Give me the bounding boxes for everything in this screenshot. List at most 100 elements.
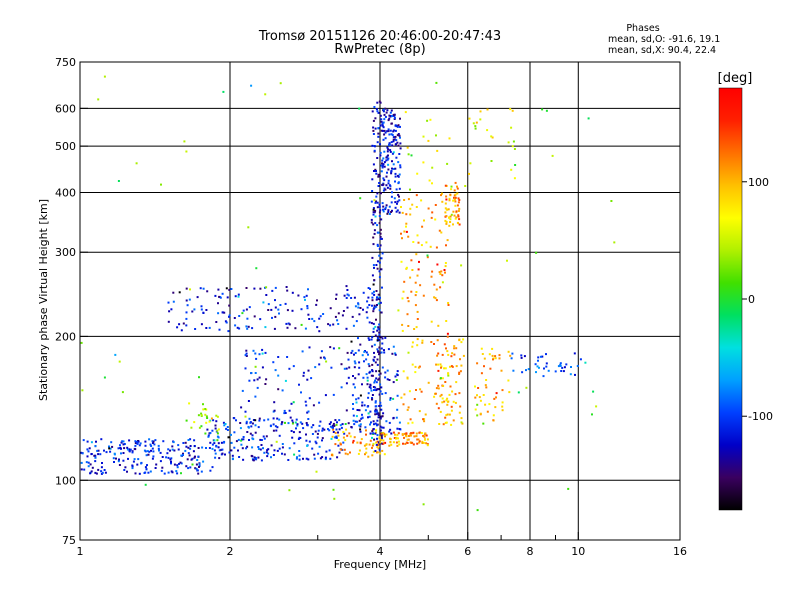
echo-point bbox=[383, 351, 386, 354]
echo-point bbox=[372, 327, 375, 330]
echo-point bbox=[367, 416, 369, 419]
y-tick-label: 500 bbox=[55, 140, 76, 153]
echo-point bbox=[382, 163, 385, 166]
echo-point bbox=[261, 352, 264, 355]
echo-point bbox=[395, 437, 397, 440]
echo-point bbox=[386, 109, 389, 112]
echo-point bbox=[186, 458, 189, 461]
echo-point bbox=[301, 350, 304, 353]
echo-point bbox=[447, 353, 450, 356]
echo-point bbox=[371, 374, 374, 377]
echo-point bbox=[126, 448, 129, 451]
echo-point bbox=[193, 456, 196, 459]
echo-point bbox=[407, 325, 410, 327]
echo-point bbox=[150, 449, 152, 452]
echo-point bbox=[407, 235, 410, 238]
echo-point bbox=[370, 338, 373, 341]
echo-point bbox=[475, 121, 478, 124]
echo-point bbox=[278, 418, 281, 421]
echo-point bbox=[151, 457, 154, 460]
echo-point bbox=[495, 392, 498, 395]
echo-point bbox=[476, 414, 479, 417]
echo-point bbox=[373, 381, 376, 384]
echo-point bbox=[180, 329, 183, 332]
echo-point bbox=[237, 295, 240, 298]
echo-point bbox=[378, 405, 381, 407]
echo-point bbox=[416, 172, 419, 175]
echo-point bbox=[330, 454, 333, 456]
echo-point bbox=[221, 452, 224, 455]
echo-point bbox=[250, 454, 253, 457]
echo-point bbox=[591, 413, 593, 416]
echo-point bbox=[253, 379, 256, 382]
echo-point bbox=[345, 297, 348, 299]
echo-point bbox=[241, 389, 244, 392]
echo-point bbox=[388, 379, 391, 381]
echo-point bbox=[403, 436, 405, 439]
echo-point bbox=[379, 417, 382, 420]
echo-point bbox=[294, 421, 297, 424]
echo-point bbox=[152, 450, 155, 453]
echo-point bbox=[509, 108, 512, 111]
echo-point bbox=[447, 304, 450, 306]
echo-point bbox=[378, 276, 381, 279]
echo-point bbox=[367, 412, 370, 415]
echo-point bbox=[337, 312, 340, 315]
echo-point bbox=[394, 135, 397, 138]
echo-point bbox=[352, 375, 354, 377]
echo-point bbox=[373, 351, 375, 354]
echo-point bbox=[428, 179, 431, 182]
echo-point bbox=[335, 435, 338, 438]
echo-point bbox=[391, 144, 394, 147]
echo-point bbox=[119, 444, 121, 447]
echo-point bbox=[394, 138, 397, 141]
echo-point bbox=[220, 448, 223, 451]
echo-points bbox=[80, 75, 616, 512]
echo-point bbox=[291, 419, 294, 422]
echo-point bbox=[365, 373, 368, 376]
echo-point bbox=[377, 441, 380, 444]
echo-point bbox=[189, 288, 191, 291]
echo-point bbox=[456, 192, 459, 195]
echo-point bbox=[161, 466, 164, 469]
echo-point bbox=[384, 376, 387, 379]
echo-point bbox=[263, 451, 266, 454]
echo-point bbox=[372, 420, 375, 423]
echo-point bbox=[108, 447, 111, 450]
echo-point bbox=[446, 403, 449, 406]
echo-point bbox=[483, 365, 485, 368]
echo-point bbox=[430, 216, 433, 219]
echo-point bbox=[376, 206, 379, 209]
echo-point bbox=[395, 416, 398, 419]
echo-point bbox=[195, 463, 198, 466]
echo-point bbox=[509, 354, 512, 357]
echo-point bbox=[236, 326, 239, 329]
echo-point bbox=[272, 429, 275, 432]
echo-point bbox=[385, 175, 388, 178]
echo-point bbox=[431, 182, 433, 185]
echo-point bbox=[377, 127, 380, 130]
echo-point bbox=[376, 243, 379, 246]
echo-point bbox=[305, 422, 308, 424]
echo-point bbox=[403, 199, 406, 201]
echo-point bbox=[99, 453, 102, 456]
echo-point bbox=[321, 456, 324, 459]
y-tick-label: 200 bbox=[55, 330, 76, 343]
echo-point bbox=[353, 366, 356, 369]
echo-point bbox=[380, 118, 383, 121]
echo-point bbox=[226, 426, 229, 428]
echo-point bbox=[407, 438, 410, 441]
echo-point bbox=[382, 110, 385, 113]
echo-point bbox=[256, 378, 259, 381]
echo-point bbox=[194, 328, 197, 330]
echo-point bbox=[200, 412, 203, 415]
echo-point bbox=[391, 209, 393, 212]
echo-point bbox=[441, 281, 444, 284]
echo-point bbox=[188, 402, 191, 405]
echo-point bbox=[371, 454, 374, 457]
echo-point bbox=[267, 452, 270, 455]
echo-point bbox=[307, 458, 310, 461]
echo-point bbox=[247, 400, 250, 402]
echo-point bbox=[389, 150, 392, 153]
echo-point bbox=[250, 84, 253, 87]
